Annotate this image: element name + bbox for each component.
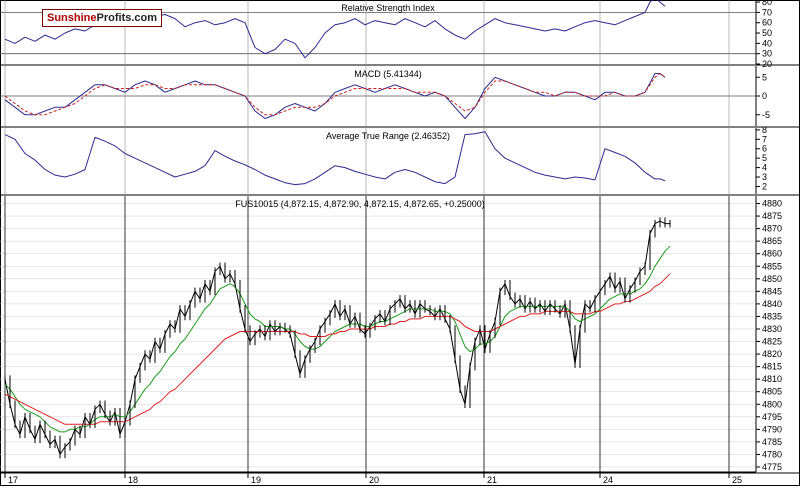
y-tick-label: 20 — [762, 59, 772, 69]
panel-title: FUS10015 (4,872.15, 4,872.90, 4,872.15, … — [235, 199, 484, 209]
x-tick-label: 18 — [128, 475, 138, 485]
y-tick-label: 4785 — [762, 437, 782, 447]
y-tick-label: -5 — [762, 110, 770, 120]
y-tick-label: 4840 — [762, 299, 782, 309]
y-tick-label: 4815 — [762, 362, 782, 372]
y-tick-label: 5 — [762, 153, 767, 163]
brand-part1: Sunshine — [47, 12, 97, 24]
y-tick-label: 4780 — [762, 449, 782, 459]
y-tick-label: 4845 — [762, 286, 782, 296]
x-tick-label: 20 — [369, 475, 379, 485]
y-tick-label: 60 — [762, 18, 772, 28]
y-tick-label: 4855 — [762, 261, 782, 271]
y-tick-label: 4820 — [762, 349, 782, 359]
x-tick-label: 24 — [603, 475, 613, 485]
panel-1: 5 0 -5 MACD (5.41344) — [0, 66, 800, 128]
y-tick-label: 7 — [762, 134, 767, 144]
y-tick-label: 4790 — [762, 424, 782, 434]
x-tick-label: 19 — [251, 475, 261, 485]
y-tick-label: 2 — [762, 181, 767, 191]
series-line-0 — [4, 220, 670, 455]
panel-title: MACD (5.41344) — [354, 69, 422, 79]
x-tick-label: 17 — [8, 475, 18, 485]
x-tick-label: 21 — [487, 475, 497, 485]
y-tick-label: 0 — [762, 91, 767, 101]
y-tick-label: 4870 — [762, 224, 782, 234]
y-tick-label: 3 — [762, 172, 767, 182]
y-tick-label: 70 — [762, 7, 772, 17]
y-tick-label: 4850 — [762, 274, 782, 284]
x-tick-label: 25 — [732, 475, 742, 485]
panel-title: Average True Range (2.46352) — [326, 131, 450, 141]
y-tick-label: 4775 — [762, 462, 782, 472]
brand-logo: SunshineProfits.com — [42, 9, 163, 27]
series-line-1 — [4, 73, 666, 116]
y-tick-label: 40 — [762, 38, 772, 48]
y-tick-label: 4795 — [762, 412, 782, 422]
series-line-2 — [4, 273, 671, 425]
series-line-0 — [4, 73, 666, 119]
y-tick-label: 4835 — [762, 311, 782, 321]
y-tick-label: 4880 — [762, 199, 782, 209]
y-tick-label: 30 — [762, 49, 772, 59]
y-tick-label: 50 — [762, 28, 772, 38]
panel-3: 4880 4875 4870 4865 4860 4855 4850 4845 4840 4835… — [0, 196, 800, 474]
series-line-1 — [4, 245, 671, 433]
y-tick-label: 4875 — [762, 211, 782, 221]
panel-title: Relative Strength Index — [341, 3, 435, 13]
y-tick-label: 4830 — [762, 324, 782, 334]
y-tick-label: 4825 — [762, 337, 782, 347]
y-tick-label: 4805 — [762, 387, 782, 397]
y-tick-label: 6 — [762, 144, 767, 154]
y-tick-label: 4 — [762, 163, 767, 173]
series-line-0 — [4, 131, 666, 186]
brand-part2: Profits.com — [96, 12, 158, 24]
y-tick-label: 80 — [762, 0, 772, 7]
y-tick-label: 4865 — [762, 236, 782, 246]
y-tick-label: 8 — [762, 125, 767, 135]
y-tick-label: 5 — [762, 72, 767, 82]
y-tick-label: 4810 — [762, 374, 782, 384]
y-tick-label: 4860 — [762, 249, 782, 259]
y-tick-label: 4800 — [762, 399, 782, 409]
